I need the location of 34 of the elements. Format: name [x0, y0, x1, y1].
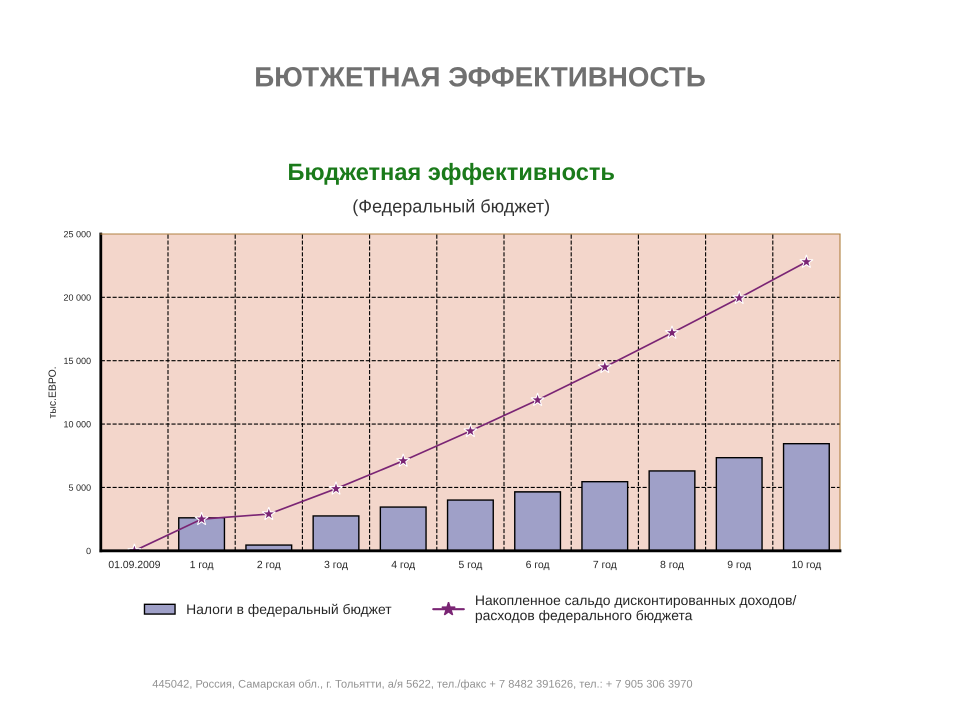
x-tick-label: 01.09.2009 [108, 560, 160, 568]
point [598, 360, 612, 374]
y-tick-label: 20 000 [64, 294, 91, 301]
point [262, 506, 276, 520]
chart-title: Бюджетная эффективность [289, 162, 614, 185]
text: 445042, Россия, Самарская обл., г. Тольятти, а/я 5622, тел./факс + 7 8482 391626, тел.: + 7 905 306 3970 [152, 679, 692, 690]
y-tick-label: 25 000 [64, 230, 91, 238]
point [732, 290, 746, 304]
y-tick-label: 5 000 [68, 484, 91, 491]
point [396, 453, 410, 467]
x-tick-label: 1 год [190, 560, 214, 570]
point [328, 481, 344, 495]
x-tick-label: 3 год [324, 560, 348, 570]
point [463, 424, 478, 438]
x-tick-label: 9 год [728, 560, 751, 570]
x-tick-label: 5 год [458, 560, 482, 570]
y-axis-title: тыс.ЕВРО. [48, 367, 56, 418]
legend-label: Накопленное сальдо дисконтированных доходов/ расходов федерального бюджета [476, 594, 796, 624]
y-tick-label: 0 [86, 548, 91, 554]
point [799, 254, 814, 268]
y-tick-label: 10 000 [64, 421, 91, 428]
text: БЮТЖЕТНАЯ ЭФФЕКТИВНОСТЬ [256, 67, 705, 87]
x-tick-label: 6 год [526, 560, 550, 570]
x-tick-label: 2 год [257, 560, 281, 570]
x-tick-label: 7 год [593, 560, 617, 570]
point [530, 392, 545, 406]
chart-subtitle: (Федеральный бюджет) [353, 199, 549, 216]
point [194, 512, 209, 526]
point [664, 325, 680, 339]
x-tick-label: 10 год [792, 560, 822, 570]
y-tick-label: 15 000 [64, 358, 91, 364]
x-tick-label: 8 год [660, 560, 684, 570]
legend-label: Налоги в федеральный бюджет [187, 604, 392, 617]
x-tick-label: 4 год [391, 560, 415, 570]
